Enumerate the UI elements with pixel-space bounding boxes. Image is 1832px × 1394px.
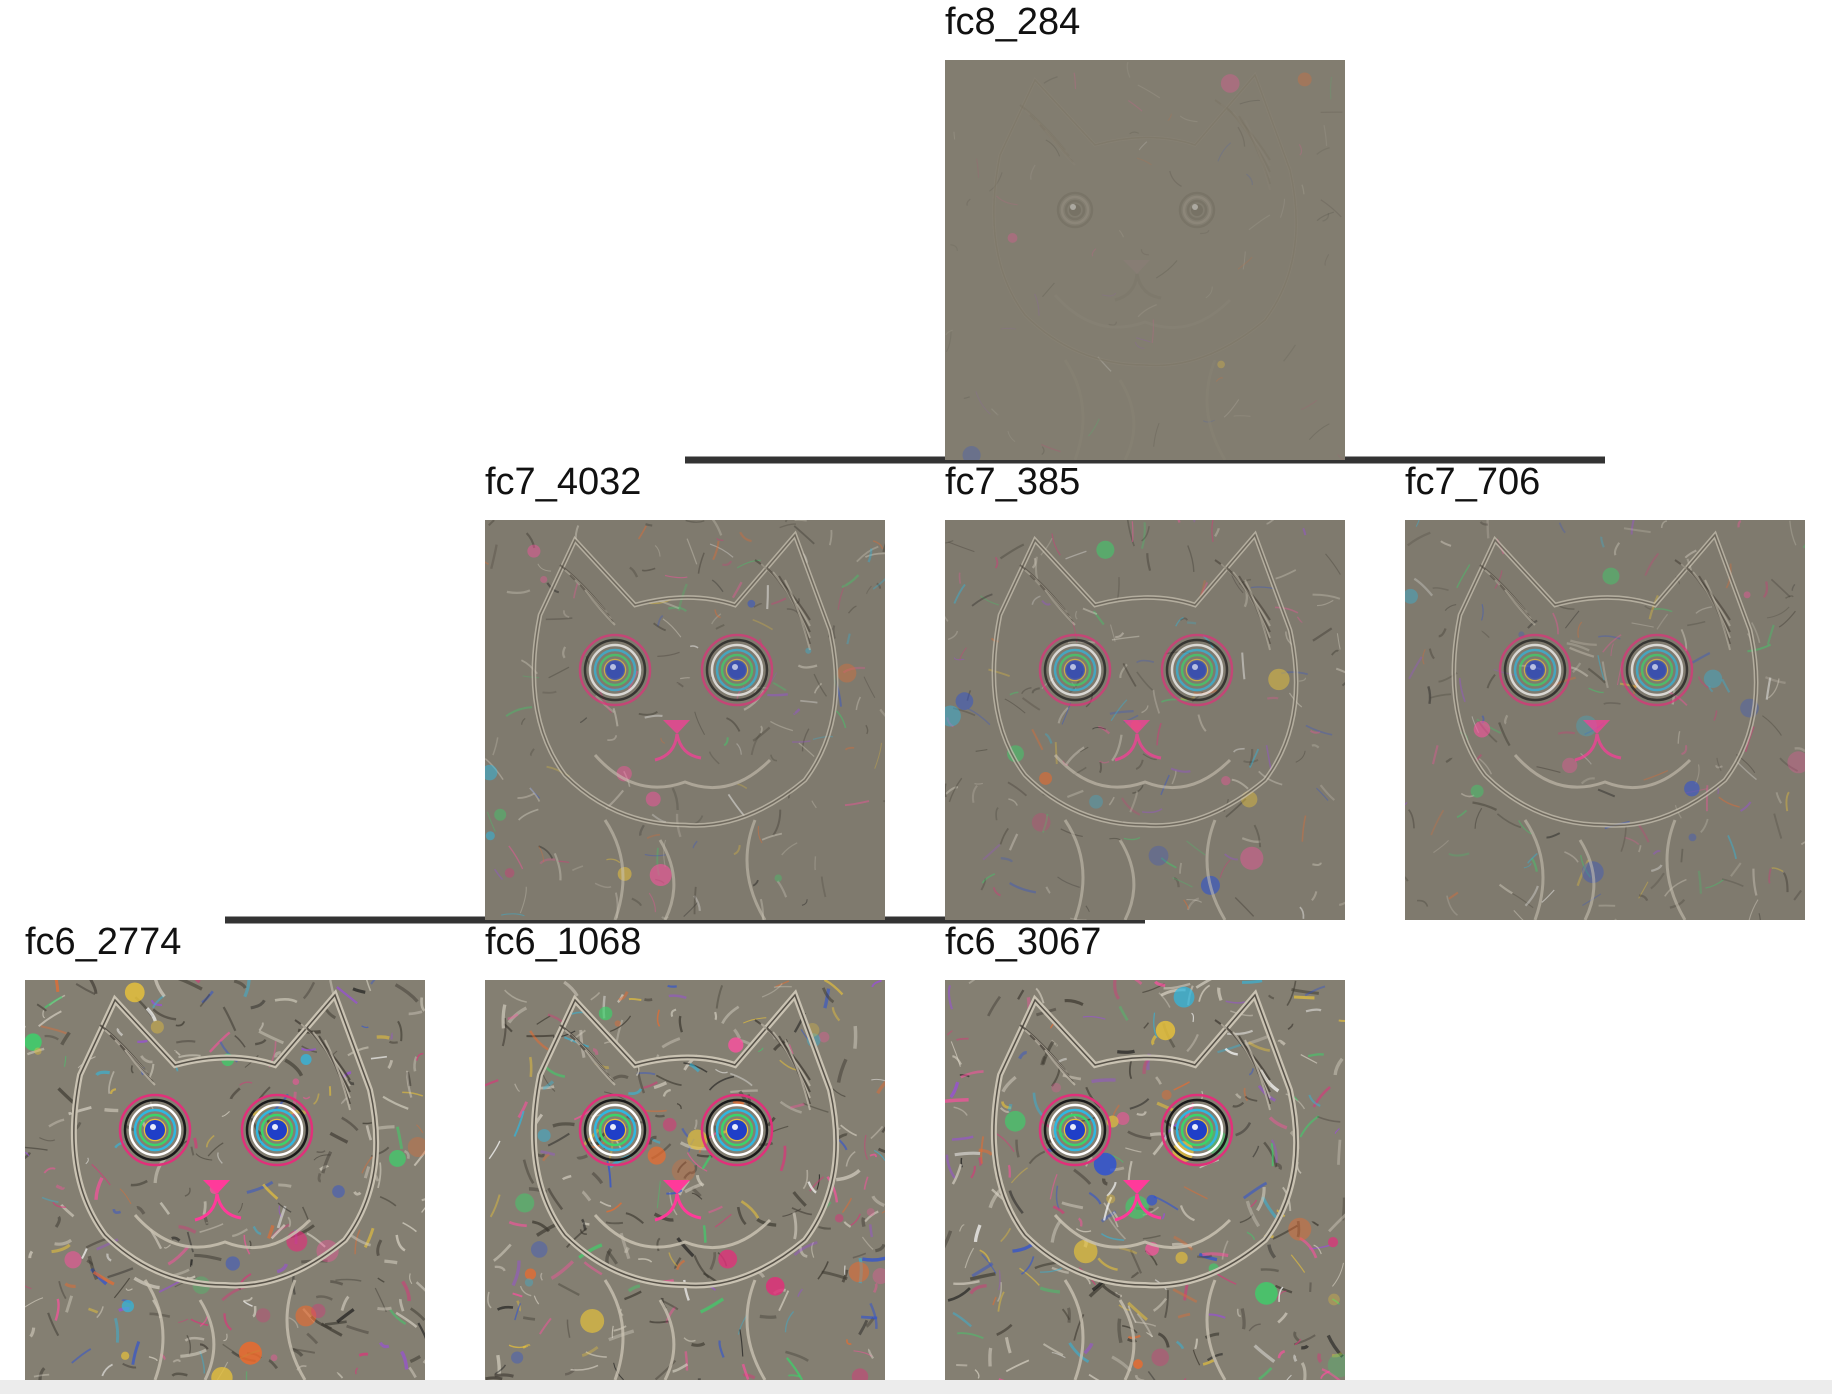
node-label: fc7_706: [1405, 461, 1541, 503]
neuron-image[interactable]: [25, 980, 425, 1380]
cat-visualization-icon: [485, 520, 885, 920]
neuron-image[interactable]: [945, 520, 1345, 920]
neuron-image[interactable]: [945, 60, 1345, 460]
neuron-image[interactable]: [1405, 520, 1805, 920]
cat-visualization-icon: [945, 980, 1345, 1380]
neuron-image[interactable]: [485, 980, 885, 1380]
cat-visualization-icon: [25, 980, 425, 1380]
bottom-band: [0, 1380, 1832, 1394]
node-label: fc7_385: [945, 461, 1081, 503]
cat-visualization-icon: [945, 520, 1345, 920]
cat-visualization-icon: [945, 60, 1345, 460]
neuron-image[interactable]: [945, 980, 1345, 1380]
node-label: fc6_1068: [485, 921, 642, 963]
cat-visualization-icon: [1405, 520, 1805, 920]
cat-visualization-icon: [485, 980, 885, 1380]
node-label: fc8_284: [945, 1, 1081, 43]
node-label: fc6_3067: [945, 921, 1102, 963]
neuron-image[interactable]: [485, 520, 885, 920]
node-label: fc7_4032: [485, 461, 642, 503]
node-label: fc6_2774: [25, 921, 182, 963]
